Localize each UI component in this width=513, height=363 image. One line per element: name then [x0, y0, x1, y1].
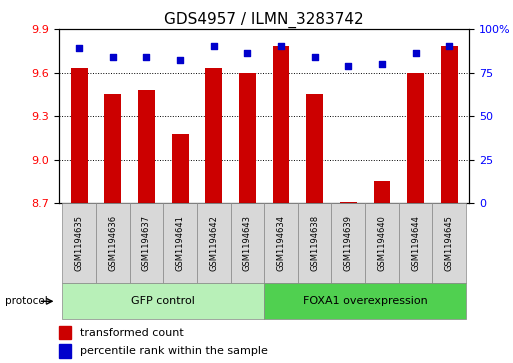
Point [344, 63, 352, 69]
Bar [205, 68, 222, 203]
Bar [298, 203, 331, 283]
Text: GSM1194636: GSM1194636 [108, 215, 117, 271]
Text: GSM1194637: GSM1194637 [142, 215, 151, 271]
Text: GSM1194644: GSM1194644 [411, 215, 420, 271]
Bar [373, 182, 390, 203]
Bar [59, 344, 71, 358]
Text: GSM1194635: GSM1194635 [75, 215, 84, 271]
Point [142, 54, 150, 60]
Bar [340, 202, 357, 203]
Text: protocol: protocol [5, 296, 48, 306]
Bar [63, 203, 96, 283]
Bar [399, 203, 432, 283]
Bar [407, 73, 424, 203]
Bar [96, 203, 130, 283]
Text: GSM1194639: GSM1194639 [344, 215, 353, 271]
Point [210, 44, 218, 49]
Bar [365, 203, 399, 283]
Text: FOXA1 overexpression: FOXA1 overexpression [303, 296, 427, 306]
Bar [264, 283, 466, 319]
Text: percentile rank within the sample: percentile rank within the sample [80, 346, 267, 356]
Bar [306, 94, 323, 203]
Text: transformed count: transformed count [80, 327, 183, 338]
Point [277, 44, 285, 49]
Text: GSM1194640: GSM1194640 [378, 215, 386, 271]
Bar [239, 73, 256, 203]
Bar [71, 68, 88, 203]
Bar [59, 326, 71, 339]
Bar [163, 203, 197, 283]
Text: GSM1194634: GSM1194634 [277, 215, 286, 271]
Point [411, 50, 420, 56]
Point [75, 45, 83, 51]
Bar [138, 90, 155, 203]
Point [109, 54, 117, 60]
Bar [63, 283, 264, 319]
Bar [105, 94, 121, 203]
Title: GDS4957 / ILMN_3283742: GDS4957 / ILMN_3283742 [164, 12, 364, 28]
Text: GSM1194645: GSM1194645 [445, 215, 453, 271]
Bar [172, 134, 188, 203]
Text: GSM1194642: GSM1194642 [209, 215, 218, 271]
Bar [441, 46, 458, 203]
Bar [264, 203, 298, 283]
Bar [130, 203, 163, 283]
Point [310, 54, 319, 60]
Text: GSM1194641: GSM1194641 [175, 215, 185, 271]
Point [378, 61, 386, 67]
Bar [230, 203, 264, 283]
Point [243, 50, 251, 56]
Point [176, 57, 184, 63]
Point [445, 44, 453, 49]
Text: GFP control: GFP control [131, 296, 195, 306]
Bar [331, 203, 365, 283]
Bar [432, 203, 466, 283]
Bar [272, 46, 289, 203]
Text: GSM1194643: GSM1194643 [243, 215, 252, 271]
Bar [197, 203, 230, 283]
Text: GSM1194638: GSM1194638 [310, 215, 319, 271]
